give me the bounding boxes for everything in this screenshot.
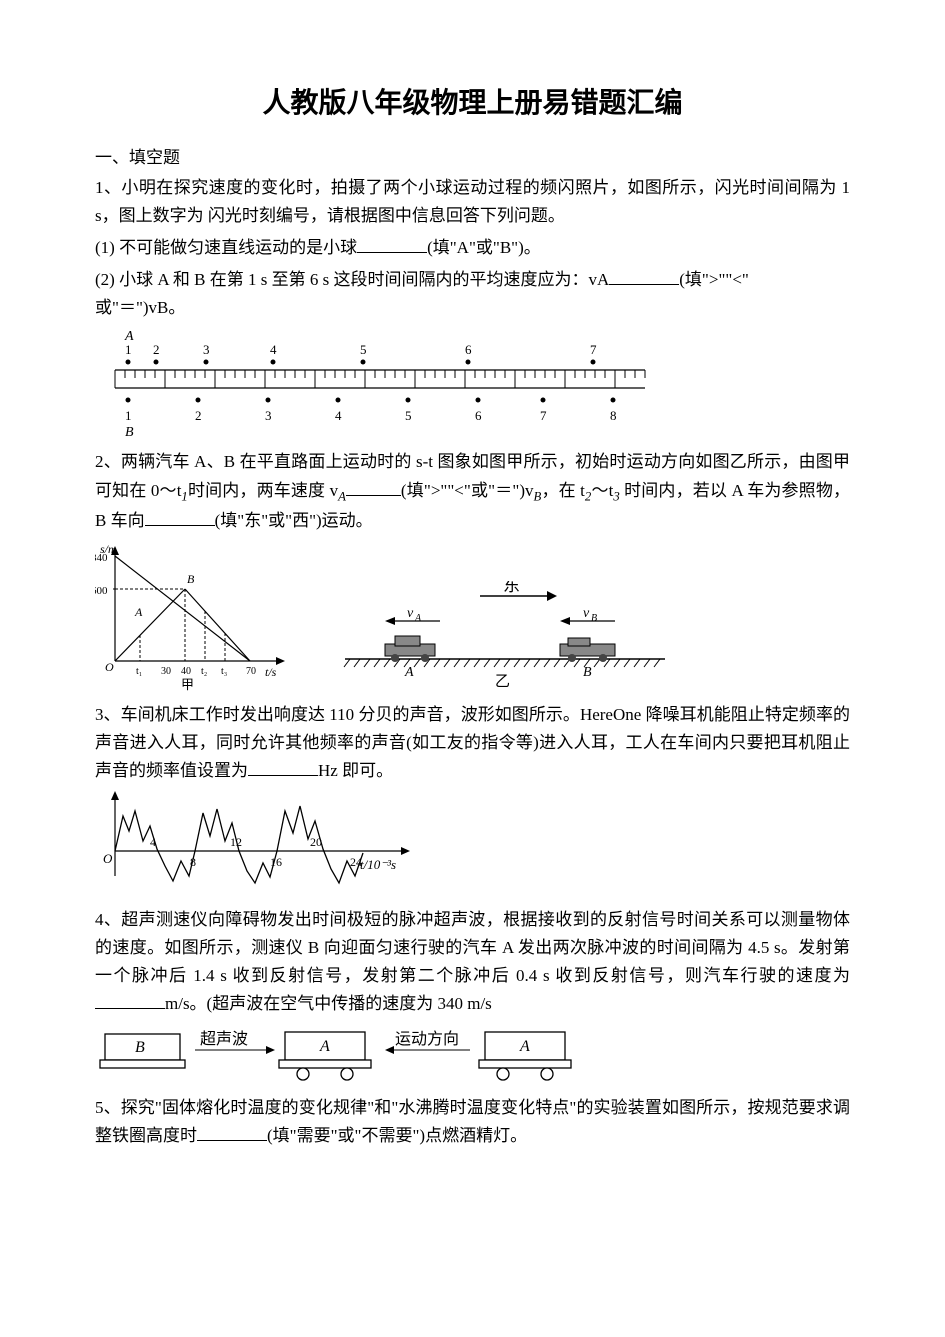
svg-text:A: A [134,605,143,619]
svg-text:20: 20 [310,835,322,849]
blank [248,759,318,776]
svg-text:运动方向: 运动方向 [395,1030,459,1048]
svg-text:B: B [135,1039,145,1056]
q1-sub2-pre: (2) 小球 A 和 B 在第 1 s 至第 6 s 这段时间间隔内的平均速度应… [95,270,609,289]
q5-b: (填"需要"或"不需要")点燃酒精灯。 [267,1126,527,1145]
svg-text:t/10⁻³s: t/10⁻³s [360,857,396,872]
svg-text:70: 70 [246,666,256,677]
svg-text:3: 3 [265,408,272,423]
question-4: 4、超声测速仪向障碍物发出时间极短的脉冲超声波，根据接收到的反射信号时间关系可以… [95,906,850,1018]
page-title: 人教版八年级物理上册易错题汇编 [95,80,850,126]
blank [95,992,165,1009]
q3-diagram: O 4812162024 t/10⁻³s [95,791,850,896]
svg-text:4: 4 [270,342,277,357]
question-3: 3、车间机床工作时发出响度达 110 分贝的声音，波形如图所示。HereOne … [95,701,850,785]
svg-text:6: 6 [475,408,482,423]
svg-text:16: 16 [270,855,282,869]
q1-sub1-post: (填"A"或"B")。 [427,238,541,257]
svg-text:乙: 乙 [495,674,510,690]
q4-diagram: B 超声波 A 运动方向 A [95,1024,850,1084]
q4-b: m/s。(超声波在空气中传播的速度为 340 m/s [165,994,492,1013]
svg-text:1: 1 [125,342,132,357]
label-b: B [125,425,134,438]
q1-sub2-line2: 或"＝")vB。 [95,298,185,317]
svg-text:7: 7 [540,408,547,423]
svg-text:v: v [407,606,414,621]
q3-b: Hz 即可。 [318,761,393,780]
svg-text:O: O [103,851,113,866]
q2-diagram: s/m t/s O 840 600 A B t₁3040t₂t₃70 甲 东 v… [95,541,850,691]
svg-text:4: 4 [150,835,156,849]
svg-text:B: B [591,613,597,624]
svg-text:5: 5 [405,408,412,423]
svg-text:B: B [187,572,195,586]
svg-text:t₂: t₂ [201,666,207,677]
svg-text:t₁: t₁ [136,666,142,677]
svg-text:东: 东 [503,581,520,595]
svg-text:5: 5 [360,342,367,357]
question-5: 5、探究"固体熔化时温度的变化规律"和"水沸腾时温度变化特点"的实验装置如图所示… [95,1094,850,1150]
svg-text:A: A [414,613,422,624]
q2-e: ～t [591,481,613,500]
q1-text: 1、小明在探究速度的变化时，拍摄了两个小球运动过程的频闪照片，如图所示，闪光时间… [95,178,850,225]
svg-text:40: 40 [181,666,191,677]
svg-text:2: 2 [195,408,202,423]
svg-text:12: 12 [230,835,242,849]
svg-text:A: A [319,1038,330,1055]
q1-diagram: A 1234567 12345678 B [95,328,850,438]
svg-text:600: 600 [95,585,108,597]
svg-text:v: v [583,606,590,621]
blank [145,509,215,526]
section-header: 一、填空题 [95,144,850,172]
svg-text:O: O [105,660,114,674]
svg-text:1: 1 [125,408,132,423]
svg-text:t/s: t/s [265,665,277,679]
q2-b: 时间内，两车速度 v [188,481,338,500]
question-2: 2、两辆汽车 A、B 在平直路面上运动时的 s-t 图象如图甲所示，初始时运动方… [95,448,850,535]
svg-text:t₃: t₃ [221,666,227,677]
q1-sub1: (1) 不可能做匀速直线运动的是小球 (填"A"或"B")。 [95,234,850,262]
svg-text:A: A [519,1038,530,1055]
blank [357,236,427,253]
q3-a: 3、车间机床工作时发出响度达 110 分贝的声音，波形如图所示。HereOne … [95,705,850,780]
blank [197,1124,267,1141]
svg-text:8: 8 [190,855,196,869]
question-1: 1、小明在探究速度的变化时，拍摄了两个小球运动过程的频闪照片，如图所示，闪光时间… [95,174,850,230]
svg-text:6: 6 [465,342,472,357]
q1-sub2-mid: (填">""<" [679,270,749,289]
q2-g: (填"东"或"西")运动。 [215,511,373,530]
svg-text:超声波: 超声波 [200,1030,248,1048]
svg-text:30: 30 [161,666,171,677]
svg-text:8: 8 [610,408,617,423]
q1-sub2: (2) 小球 A 和 B 在第 1 s 至第 6 s 这段时间间隔内的平均速度应… [95,266,850,322]
q2-c: (填">""<"或"＝")v [401,481,534,500]
blank [609,268,679,285]
svg-text:甲: 甲 [181,677,194,691]
svg-text:A: A [404,665,414,680]
q4-a: 4、超声测速仪向障碍物发出时间极短的脉冲超声波，根据接收到的反射信号时间关系可以… [95,910,850,985]
q2-d: ，在 t [541,481,585,500]
blank [346,479,401,496]
svg-text:4: 4 [335,408,342,423]
svg-text:B: B [583,665,592,680]
q1-sub1-pre: (1) 不可能做匀速直线运动的是小球 [95,238,357,257]
svg-text:2: 2 [153,342,160,357]
svg-text:7: 7 [590,342,597,357]
svg-text:840: 840 [95,552,108,564]
svg-text:3: 3 [203,342,210,357]
